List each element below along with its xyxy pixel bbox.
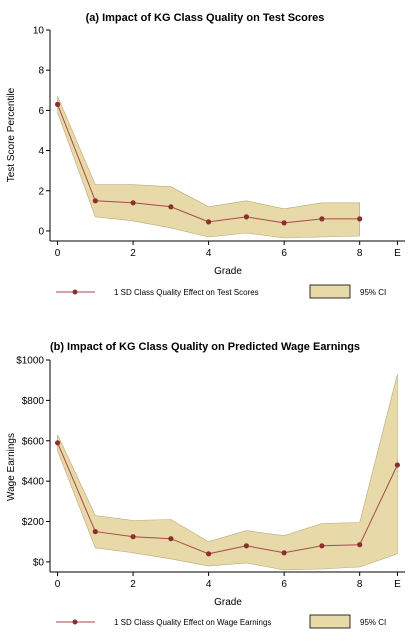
chart-a-ticks: 0 2 4 6 8 10 0 2 4 6 8 E bbox=[33, 26, 401, 260]
chart-b-series-line bbox=[57, 442, 398, 555]
chart-b-y-tick-label: $400 bbox=[22, 477, 45, 488]
chart-a-point bbox=[357, 216, 363, 222]
chart-b-title: (b) Impact of KG Class Quality on Predic… bbox=[50, 341, 360, 353]
chart-a-point bbox=[319, 216, 325, 222]
chart-b-y-tick-label: $0 bbox=[33, 557, 45, 568]
chart-b-legend-ci-swatch bbox=[309, 614, 351, 629]
chart-b-x-tick-label: 0 bbox=[55, 579, 61, 590]
chart-a-ci-band bbox=[57, 96, 360, 239]
chart-a-legend-marker bbox=[72, 289, 78, 295]
chart-b-x-tick-label: 8 bbox=[357, 579, 363, 590]
chart-panel-a: (a) Impact of KG Class Quality on Test S… bbox=[6, 12, 405, 299]
chart-b-y-tick-label: $1000 bbox=[16, 356, 44, 367]
chart-b-plot bbox=[55, 374, 400, 571]
chart-a-legend-ci-label: 95% CI bbox=[360, 288, 386, 297]
chart-a-y-tick-label: 10 bbox=[33, 26, 45, 37]
chart-a-legend-series-label: 1 SD Class Quality Effect on Test Scores bbox=[114, 288, 259, 297]
chart-b-point bbox=[92, 529, 98, 535]
chart-b-x-tick-label: E bbox=[394, 579, 401, 590]
chart-a-y-label: Test Score Percentile bbox=[6, 87, 17, 182]
chart-a-x-label: Grade bbox=[214, 266, 242, 277]
chart-b-ci-band bbox=[57, 374, 398, 571]
chart-a-title: (a) Impact of KG Class Quality on Test S… bbox=[86, 12, 325, 24]
chart-a-x-tick-label: 2 bbox=[130, 248, 136, 259]
chart-a-point bbox=[281, 220, 287, 226]
chart-a-x-tick-label: 4 bbox=[206, 248, 212, 259]
chart-b-point bbox=[206, 551, 212, 557]
chart-b-y-label: Wage Earnings bbox=[6, 433, 17, 501]
chart-b-ticks: $0 $200 $400 $600 $800 $1000 0 2 4 6 8 E bbox=[16, 356, 401, 591]
chart-a-point bbox=[206, 219, 212, 225]
chart-a-y-tick-label: 4 bbox=[38, 146, 44, 157]
chart-a-x-tick-label: E bbox=[394, 248, 401, 259]
chart-a-y-tick-label: 2 bbox=[38, 186, 44, 197]
chart-b-point bbox=[168, 536, 174, 542]
chart-a-point bbox=[243, 214, 249, 220]
chart-b-point bbox=[357, 542, 363, 548]
chart-b-x-tick-label: 2 bbox=[130, 579, 136, 590]
chart-a-x-tick-label: 8 bbox=[357, 248, 363, 259]
chart-b-legend-marker bbox=[72, 619, 78, 625]
chart-a-point bbox=[168, 204, 174, 210]
chart-b-point bbox=[394, 462, 400, 468]
chart-b-x-tick-label: 4 bbox=[206, 579, 212, 590]
chart-panel-b: (b) Impact of KG Class Quality on Predic… bbox=[6, 341, 405, 629]
chart-b-point bbox=[319, 543, 325, 549]
chart-a-y-tick-label: 8 bbox=[38, 66, 44, 77]
chart-b-y-tick-label: $800 bbox=[22, 396, 45, 407]
chart-b-point bbox=[243, 543, 249, 549]
chart-b-legend-ci-label: 95% CI bbox=[360, 618, 386, 627]
chart-b-legend-series-label: 1 SD Class Quality Effect on Wage Earnin… bbox=[114, 618, 271, 627]
chart-b-x-label: Grade bbox=[214, 597, 242, 608]
chart-b-point bbox=[281, 550, 287, 556]
chart-a-x-tick-label: 6 bbox=[281, 248, 287, 259]
chart-a-point bbox=[92, 198, 98, 204]
chart-a-y-tick-label: 6 bbox=[38, 106, 44, 117]
chart-a-legend-ci-swatch bbox=[309, 284, 351, 299]
chart-a-y-tick-label: 0 bbox=[38, 226, 44, 237]
chart-a-point bbox=[130, 200, 136, 206]
chart-b-y-tick-label: $200 bbox=[22, 517, 45, 528]
chart-b-x-tick-label: 6 bbox=[281, 579, 287, 590]
chart-a-point bbox=[55, 101, 61, 107]
chart-b-point bbox=[130, 534, 136, 540]
chart-b-y-tick-label: $600 bbox=[22, 436, 45, 447]
chart-a-legend: 1 SD Class Quality Effect on Test Scores… bbox=[56, 284, 386, 299]
chart-b-legend: 1 SD Class Quality Effect on Wage Earnin… bbox=[56, 614, 386, 629]
chart-b-point bbox=[55, 440, 61, 446]
chart-a-x-tick-label: 0 bbox=[55, 248, 61, 259]
chart-a-plot bbox=[55, 96, 363, 239]
